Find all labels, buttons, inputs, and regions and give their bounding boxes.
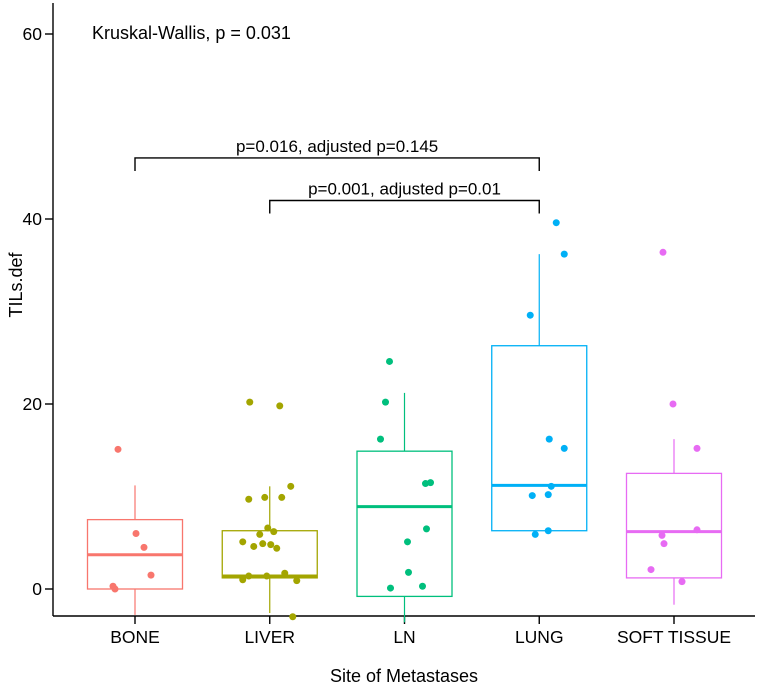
x-tick-label: LN [393, 627, 415, 647]
data-point-ln [377, 435, 384, 443]
comparison-label-1: p=0.016, adjusted p=0.145 [236, 137, 438, 156]
x-tick-label: SOFT TISSUE [617, 627, 731, 647]
data-point-lung [528, 492, 536, 500]
data-point-bone [111, 585, 119, 593]
data-point-liver [276, 402, 284, 410]
data-point-liver [259, 540, 267, 548]
data-point-liver [273, 544, 281, 552]
data-point-liver [239, 576, 247, 584]
y-tick-label: 20 [23, 394, 43, 414]
x-tick-label: LIVER [244, 627, 295, 647]
data-point-liver [245, 572, 253, 580]
data-point-liver [264, 524, 272, 532]
data-point-soft-tissue [660, 540, 668, 548]
data-point-liver [267, 541, 275, 549]
data-point-bone [114, 445, 122, 453]
data-point-liver [270, 528, 278, 536]
x-tick-label: LUNG [515, 627, 564, 647]
data-point-soft-tissue [658, 531, 666, 539]
data-point-liver [239, 538, 247, 546]
data-point-liver [278, 493, 286, 501]
data-point-liver [287, 482, 295, 490]
kruskal-wallis-annotation: Kruskal-Wallis, p = 0.031 [92, 23, 291, 43]
data-point-bone [140, 543, 148, 551]
x-tick-label: BONE [110, 627, 160, 647]
data-point-ln [404, 538, 411, 546]
comparison-label-2: p=0.001, adjusted p=0.01 [308, 180, 501, 199]
x-axis-title: Site of Metastases [330, 666, 478, 686]
data-point-soft-tissue [659, 248, 667, 256]
data-point-ln [405, 568, 412, 576]
comparison-bracket-1 [134, 157, 540, 171]
data-point-lung [560, 444, 568, 452]
box-lung [491, 345, 588, 532]
data-point-lung [544, 527, 552, 535]
data-point-soft-tissue [693, 526, 701, 534]
y-axis-title: TILs.def [6, 251, 26, 317]
data-point-soft-tissue [647, 566, 655, 574]
data-point-lung [526, 311, 534, 319]
data-point-lung [547, 482, 555, 490]
data-point-liver [293, 577, 301, 585]
data-point-soft-tissue [678, 578, 686, 586]
data-point-liver [256, 530, 264, 538]
data-point-bone [147, 571, 155, 579]
data-point-lung [544, 491, 552, 499]
data-point-bone [132, 530, 140, 537]
data-point-liver [246, 398, 254, 406]
data-point-liver [261, 493, 269, 501]
box-ln [356, 450, 453, 598]
data-point-ln [386, 357, 393, 365]
comparison-bracket-2 [269, 199, 540, 214]
data-point-ln [382, 398, 389, 406]
box-liver [221, 530, 318, 579]
data-point-liver [250, 542, 258, 550]
data-point-ln [422, 480, 429, 488]
data-point-soft-tissue [669, 400, 677, 408]
data-point-liver [281, 569, 289, 577]
data-point-liver [263, 572, 271, 580]
box-soft-tissue [625, 472, 723, 579]
y-tick-label: 40 [23, 209, 43, 229]
data-point-soft-tissue [693, 444, 701, 452]
data-point-lung [552, 219, 560, 227]
data-point-liver [245, 495, 253, 503]
data-point-liver [289, 613, 297, 621]
data-point-ln [423, 525, 430, 533]
y-tick-label: 0 [32, 579, 42, 599]
y-tick-label: 60 [23, 24, 43, 44]
data-point-lung [545, 435, 553, 443]
data-point-lung [531, 530, 539, 538]
data-point-lung [560, 250, 568, 258]
data-point-ln [387, 584, 394, 592]
data-point-ln [419, 582, 426, 590]
